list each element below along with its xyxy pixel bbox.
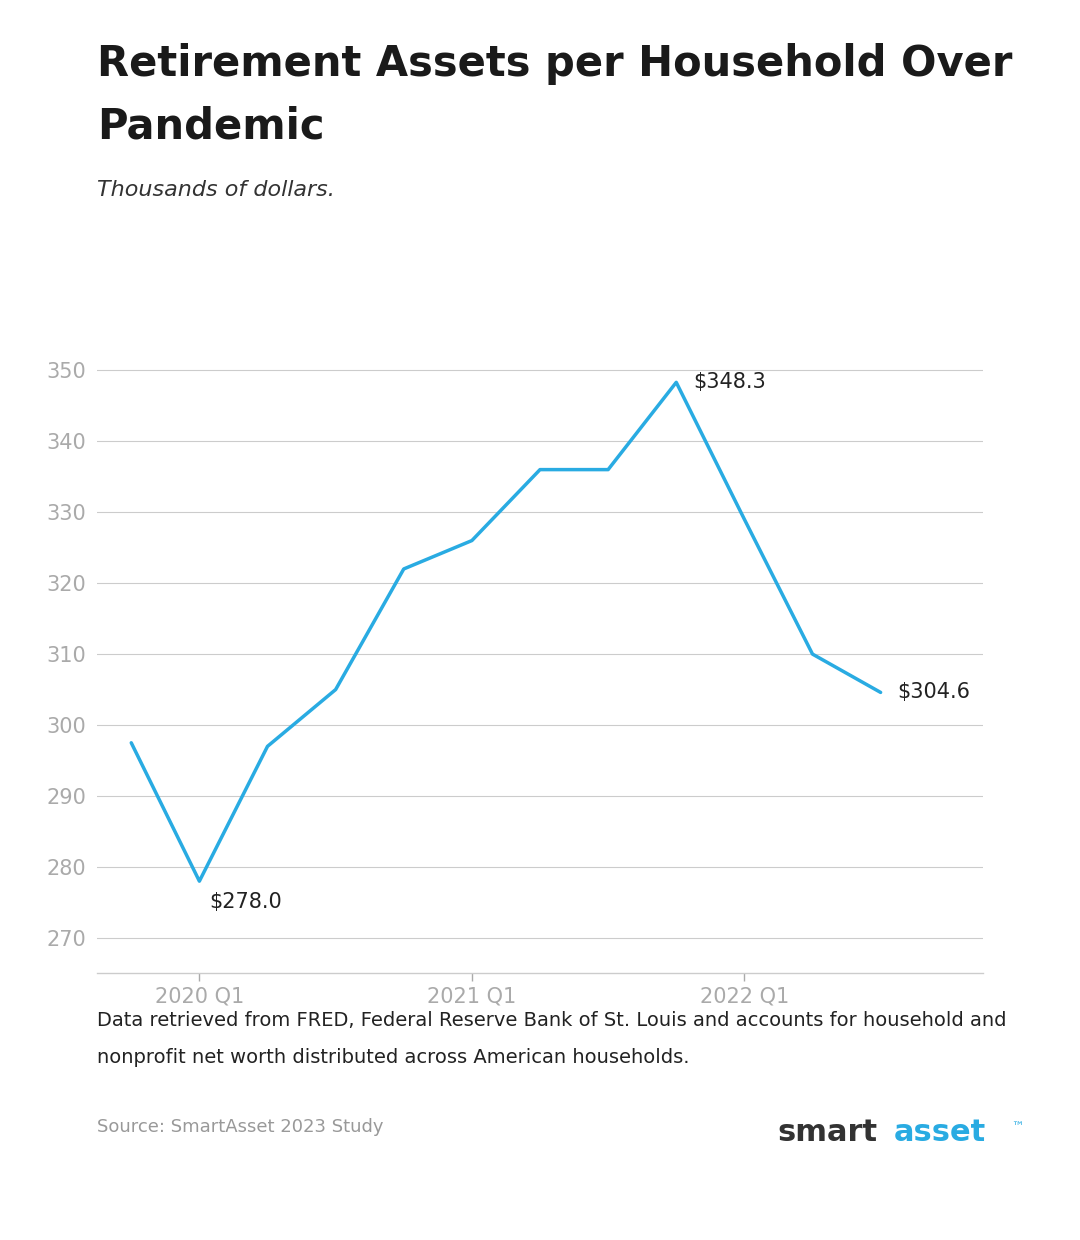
Text: Data retrieved from FRED, Federal Reserve Bank of St. Louis and accounts for hou: Data retrieved from FRED, Federal Reserv… [97,1011,1007,1029]
Text: Pandemic: Pandemic [97,105,325,148]
Text: Retirement Assets per Household Over: Retirement Assets per Household Over [97,43,1013,86]
Text: asset: asset [894,1118,986,1147]
Text: $348.3: $348.3 [693,372,766,392]
Text: Source: SmartAsset 2023 Study: Source: SmartAsset 2023 Study [97,1118,383,1137]
Text: smart: smart [778,1118,878,1147]
Text: Thousands of dollars.: Thousands of dollars. [97,180,335,200]
Text: ™: ™ [1011,1121,1024,1133]
Text: $304.6: $304.6 [897,682,971,702]
Text: $278.0: $278.0 [210,892,282,911]
Text: nonprofit net worth distributed across American households.: nonprofit net worth distributed across A… [97,1048,690,1066]
